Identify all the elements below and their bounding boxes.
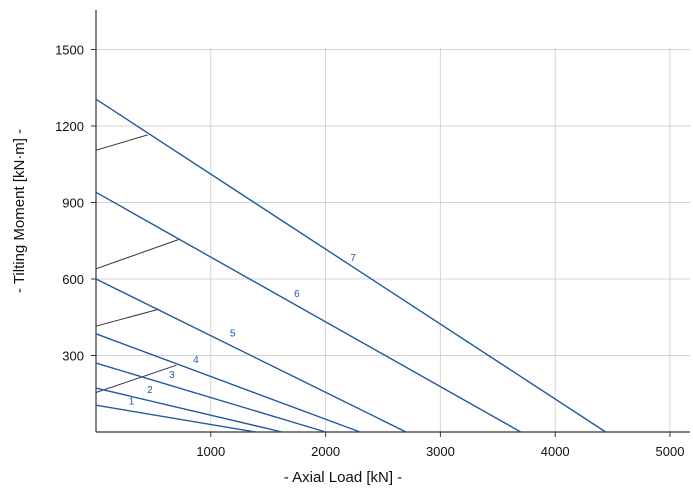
axes-layer [91, 10, 690, 437]
x-tick-label: 4000 [541, 444, 570, 459]
series-line-6 [95, 191, 522, 433]
y-axis-title: - Tilting Moment [kN·m] - [11, 129, 28, 293]
series-line-5 [95, 278, 407, 433]
x-tick-label: 1000 [196, 444, 225, 459]
x-tick-label: 3000 [426, 444, 455, 459]
x-axis-title: - Axial Load [kN] - [284, 469, 402, 486]
connector-line [95, 239, 179, 270]
series-line-4 [95, 333, 361, 433]
curve-label-2: 2 [147, 385, 153, 396]
series-line-7 [95, 98, 607, 433]
connector-line [95, 308, 160, 327]
grid-layer [96, 48, 690, 432]
curve-label-5: 5 [230, 328, 236, 339]
series-line-1 [95, 404, 256, 433]
connector-layer [95, 134, 179, 393]
curve-label-layer: 1 2 3 4 5 6 7 [129, 253, 357, 408]
y-tick-label: 1500 [55, 43, 84, 58]
curve-label-3: 3 [169, 370, 175, 381]
y-tick-label: 1200 [55, 119, 84, 134]
series-line-3 [95, 362, 326, 433]
y-tick-label: 900 [62, 196, 84, 211]
curve-label-1: 1 [129, 397, 135, 408]
series-line-2 [95, 387, 283, 433]
connector-line [95, 134, 148, 151]
x-tick-label: 2000 [311, 444, 340, 459]
x-tick-label: 5000 [656, 444, 685, 459]
y-tick-label: 600 [62, 272, 84, 287]
curve-label-4: 4 [193, 355, 199, 366]
y-tick-label: 300 [62, 349, 84, 364]
connector-line [95, 364, 177, 393]
curve-label-7: 7 [350, 253, 356, 264]
curve-label-6: 6 [294, 289, 300, 300]
series-layer [95, 98, 607, 433]
tick-label-layer: 1000 2000 3000 4000 5000 300 600 900 1200 1500 [55, 43, 684, 460]
